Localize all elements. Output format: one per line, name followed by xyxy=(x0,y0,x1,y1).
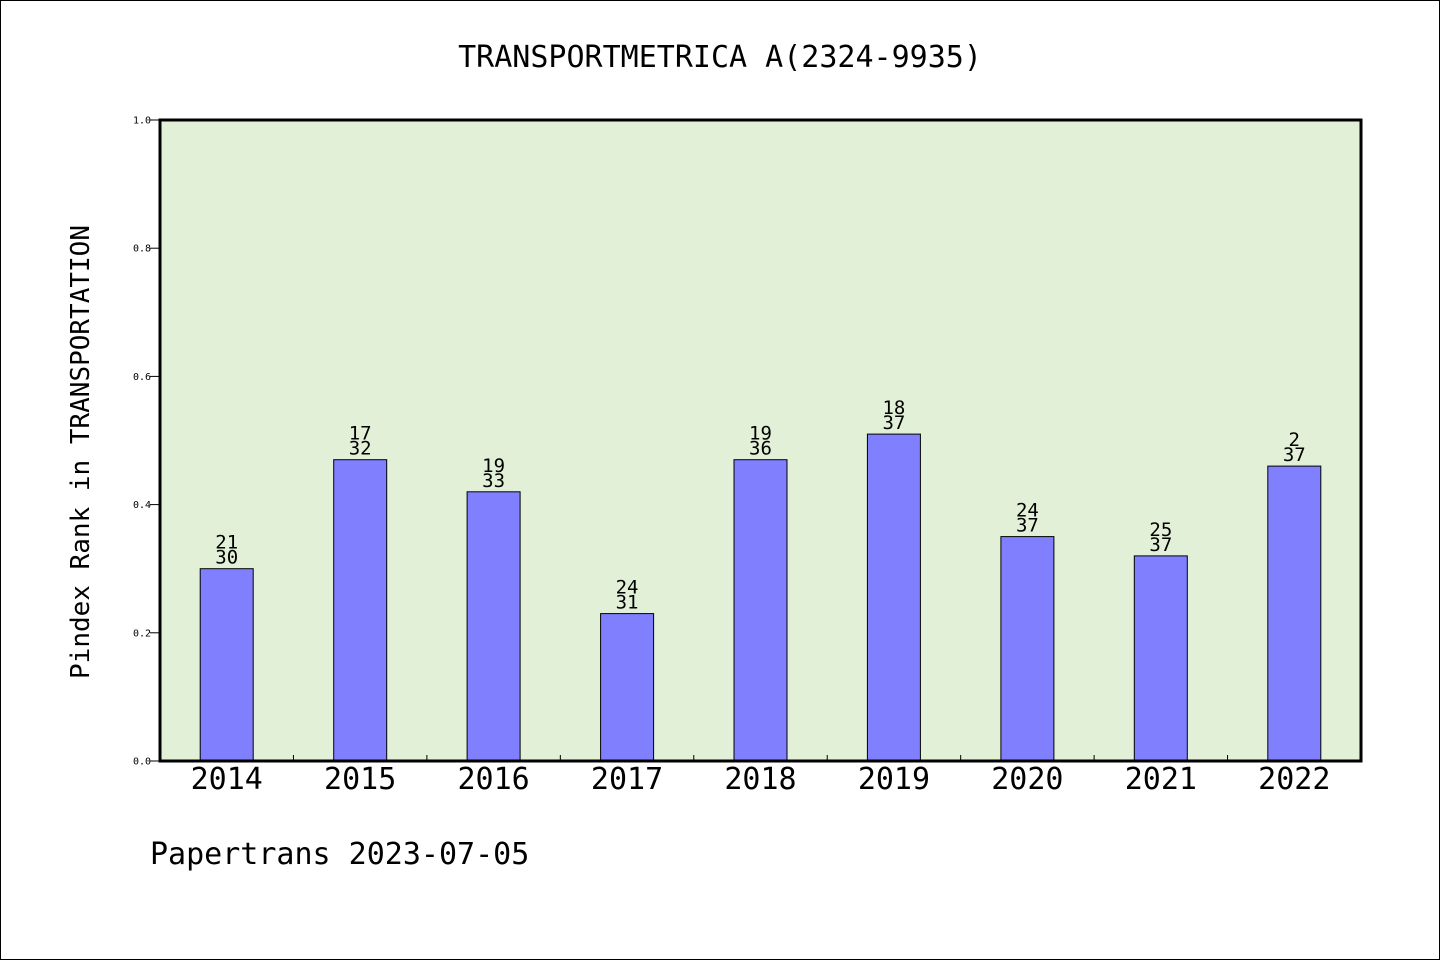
y-tick-label: 1.0 xyxy=(133,116,151,127)
x-tick-label-2014: 2014 xyxy=(191,762,263,797)
bar-rank-label-2018: 19 xyxy=(749,423,772,445)
bar-2021 xyxy=(1133,555,1188,762)
y-tick-label: 0.0 xyxy=(133,757,151,768)
bar-rank-label-2016: 19 xyxy=(482,455,505,477)
bar-2020 xyxy=(1000,536,1055,762)
bar-total-label-2016: 33 xyxy=(482,470,505,492)
chart-title: TRANSPORTMETRICA A(2324-9935) xyxy=(458,40,982,75)
bar-total-label-2018: 36 xyxy=(749,438,772,460)
bar-2018 xyxy=(733,459,788,762)
bar-rank-label-2015: 17 xyxy=(349,423,372,445)
bar-total-label-2017: 31 xyxy=(616,592,639,614)
x-tick-label-2017: 2017 xyxy=(591,762,663,797)
y-tick-label: 0.2 xyxy=(133,628,151,639)
x-tick-label-2016: 2016 xyxy=(457,762,529,797)
bar-2014 xyxy=(199,568,254,762)
bar-2022 xyxy=(1267,465,1322,762)
bar-rank-label-2014: 21 xyxy=(215,532,238,554)
bar-total-label-2021: 37 xyxy=(1149,534,1172,556)
bar-2017 xyxy=(600,613,655,762)
y-tick-label: 0.6 xyxy=(133,372,151,383)
bar-total-label-2020: 37 xyxy=(1016,515,1039,537)
x-tick-label-2018: 2018 xyxy=(724,762,796,797)
y-axis-label: Pindex Rank in TRANSPORTATION xyxy=(66,225,96,679)
footer-credit: Papertrans 2023-07-05 xyxy=(150,837,529,872)
bar-rank-label-2019: 18 xyxy=(882,397,905,419)
bar-total-label-2015: 32 xyxy=(349,438,372,460)
bar-2015 xyxy=(333,459,388,762)
bar-total-label-2019: 37 xyxy=(882,412,905,434)
x-tick-label-2019: 2019 xyxy=(858,762,930,797)
y-tick-label: 0.4 xyxy=(133,500,151,511)
bar-2019 xyxy=(866,433,921,762)
plot-border xyxy=(158,118,1363,763)
y-tick-label: 0.8 xyxy=(133,244,151,255)
x-tick-label-2022: 2022 xyxy=(1258,762,1330,797)
bar-rank-label-2020: 24 xyxy=(1016,500,1039,522)
x-tick-label-2020: 2020 xyxy=(991,762,1063,797)
x-tick-label-2021: 2021 xyxy=(1125,762,1197,797)
x-tick-label-2015: 2015 xyxy=(324,762,396,797)
bar-rank-label-2017: 24 xyxy=(616,577,639,599)
bar-2016 xyxy=(466,491,521,762)
bar-total-label-2022: 37 xyxy=(1283,444,1306,466)
bar-rank-label-2022: 2 xyxy=(1289,429,1300,451)
bar-rank-label-2021: 25 xyxy=(1149,519,1172,541)
bar-total-label-2014: 30 xyxy=(215,547,238,569)
